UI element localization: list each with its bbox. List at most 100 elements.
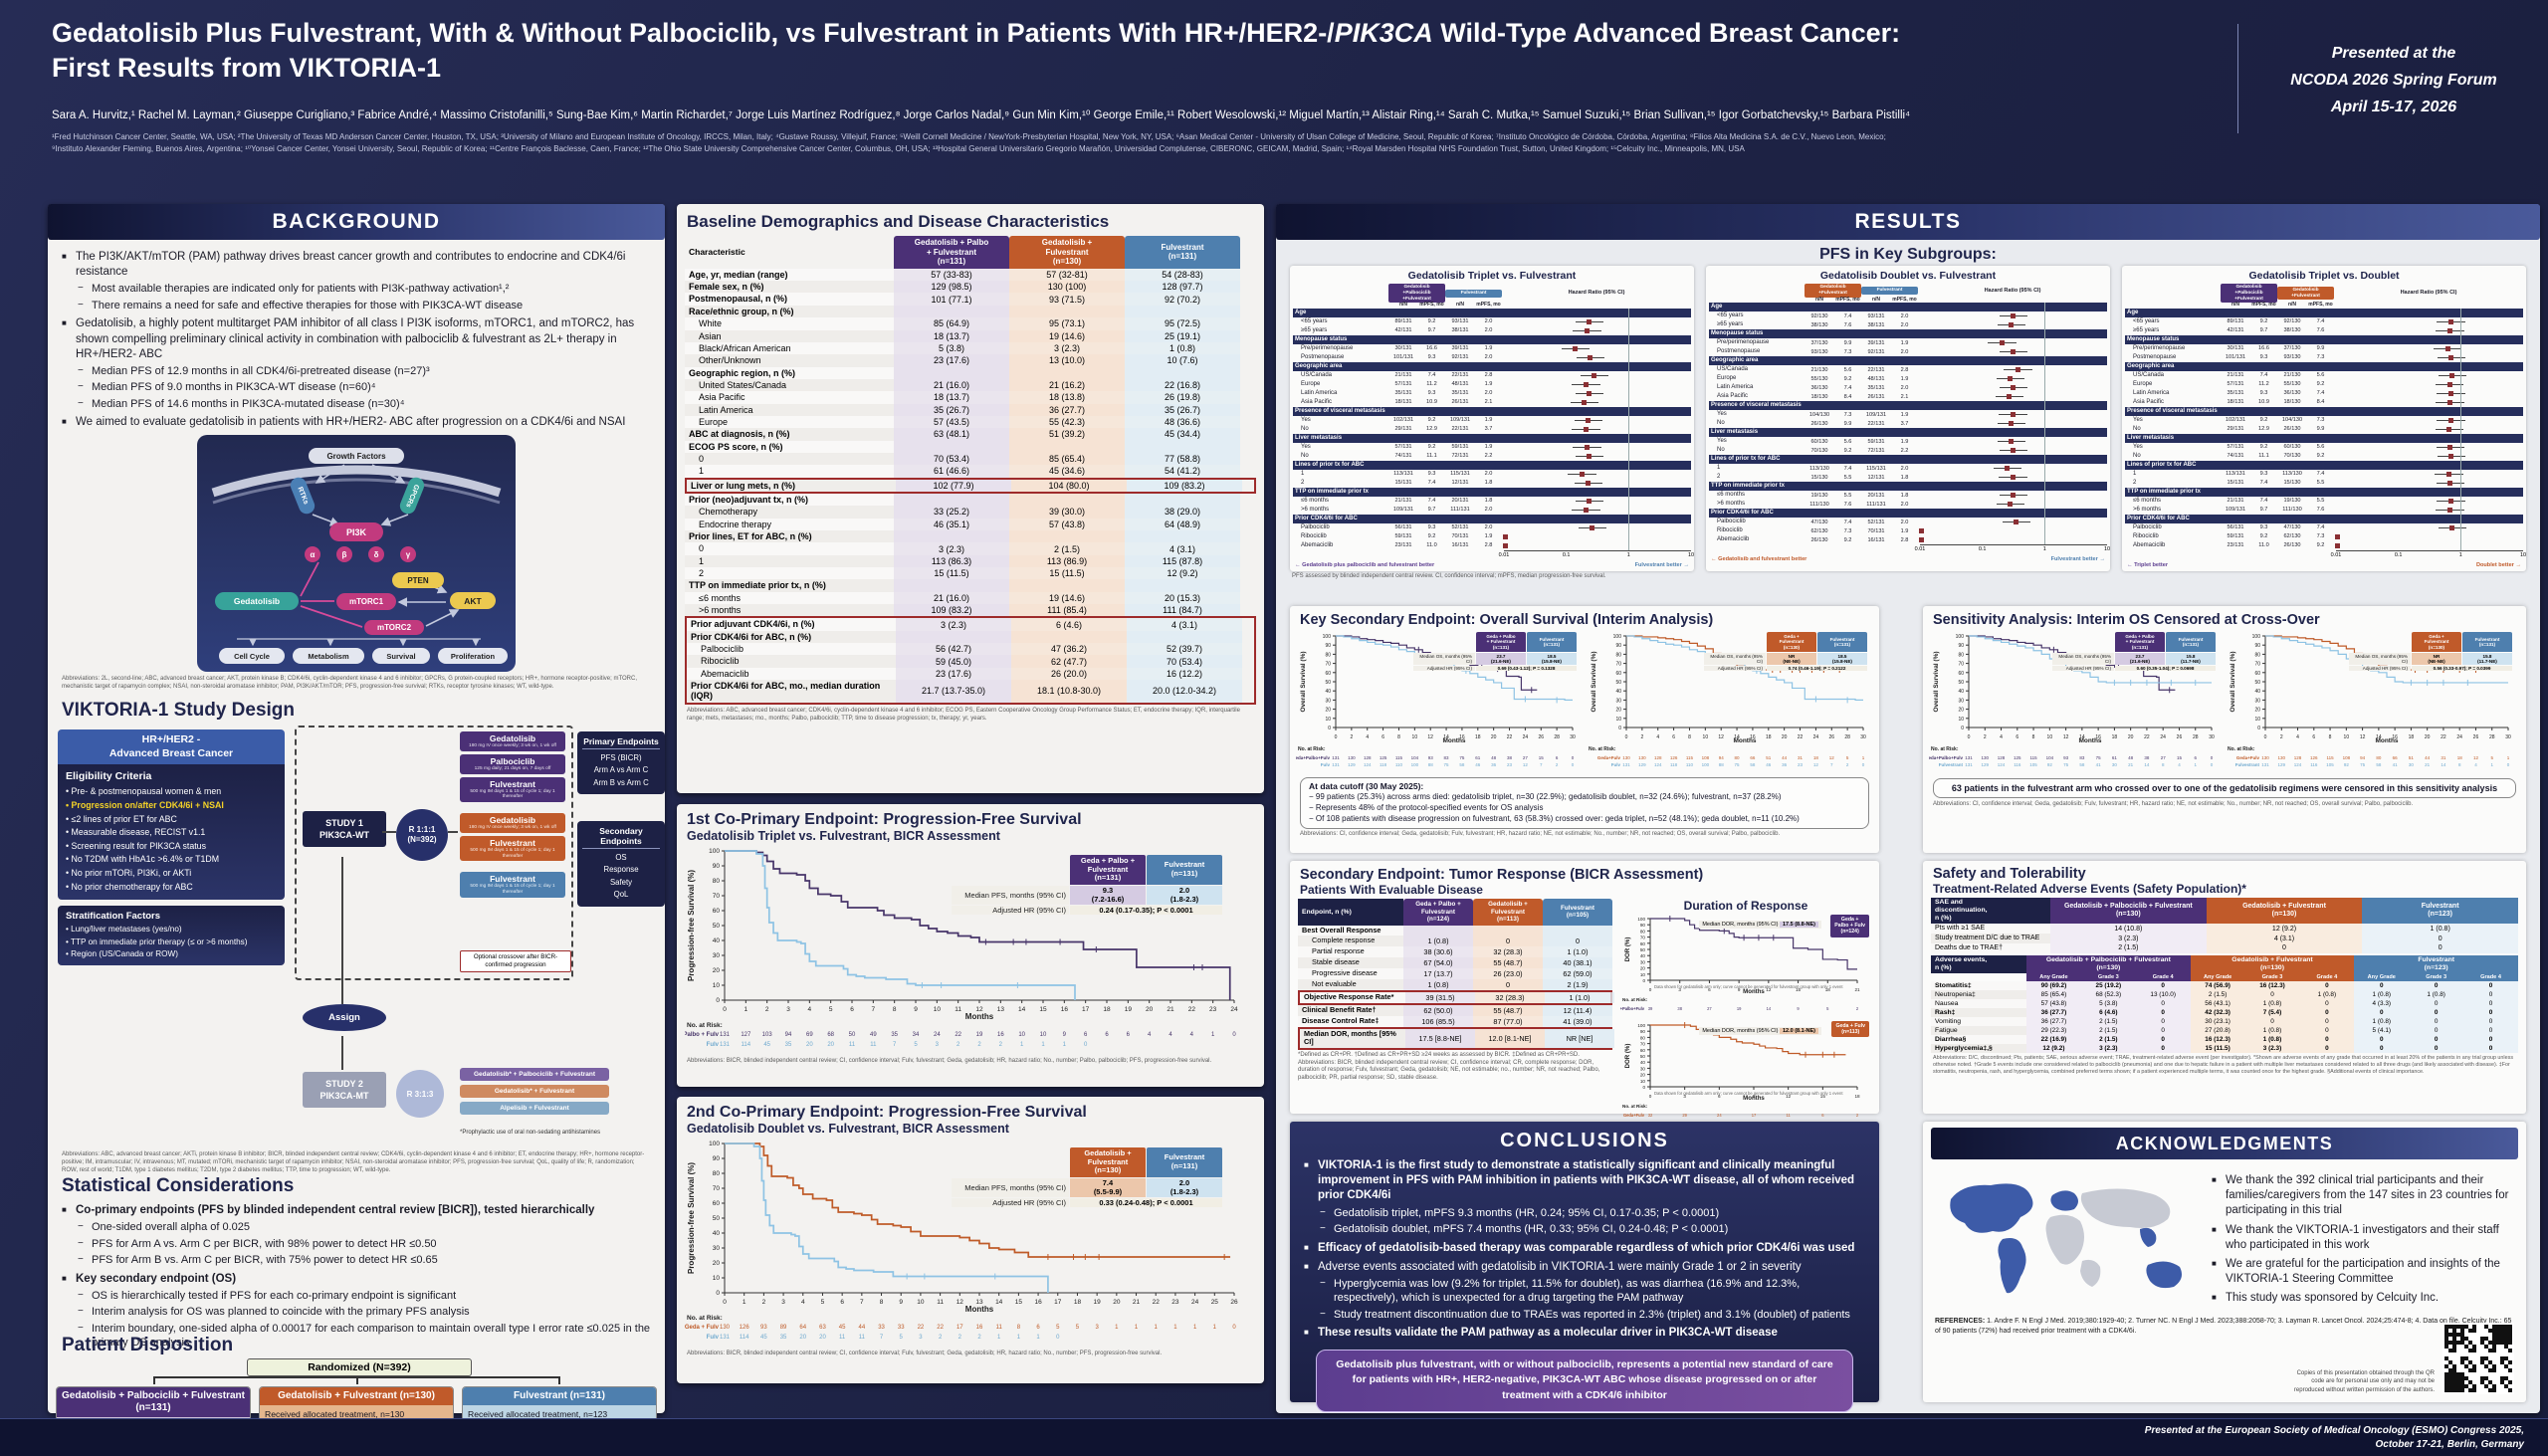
forest-row-label: Latin America	[2133, 390, 2170, 397]
qr-module	[2508, 1325, 2512, 1329]
row-label: ECOG PS score, n (%)	[685, 440, 894, 453]
svg-text:60: 60	[2254, 671, 2260, 677]
forest-row-label: Abemaciclib	[1301, 542, 1334, 549]
table-row: Complete response 1 (0.8) 0 0	[1298, 936, 1612, 947]
svg-text:115: 115	[2326, 755, 2334, 760]
svg-text:33: 33	[878, 1325, 885, 1331]
svg-text:80: 80	[1325, 652, 1331, 658]
eligibility-item: • No prior chemotherapy for ABC	[66, 881, 193, 892]
forest-marker	[2445, 472, 2451, 477]
forest-row: ≥65 years 38/130 7.6 38/131 2.0	[1709, 320, 2107, 329]
svg-text:0: 0	[1572, 755, 1575, 760]
qr-module	[2468, 1341, 2472, 1345]
forest-plot-cell	[1502, 417, 1691, 425]
forest-cell: 7.6	[2316, 327, 2325, 334]
qr-module	[2452, 1364, 2456, 1368]
cell-value: 63 (48.1)	[894, 428, 1009, 441]
forest-cell: 7.6	[1843, 321, 1852, 328]
forest-row-label: 1	[1717, 465, 1721, 472]
column-header: Fulvestrant (n=131)	[1125, 236, 1240, 269]
svg-text:18: 18	[1103, 1006, 1111, 1013]
forest-cell: 47/130	[1810, 519, 1828, 525]
forest-marker	[2008, 322, 2014, 328]
forest-row: Menopause status	[1293, 335, 1691, 344]
baseline-abbreviations: Abbreviations: ABC, advanced breast canc…	[687, 707, 1240, 722]
svg-text:100: 100	[1637, 917, 1645, 922]
ae-value: 68 (52.3)	[2080, 989, 2136, 999]
forest-cell: 1.9	[1900, 438, 1909, 445]
stratification-item: • Region (US/Canada or ROW)	[66, 948, 178, 958]
forest-row: Menopause status	[1709, 329, 2107, 339]
inset-hr-label: Adjusted HR (95% CI)	[952, 1198, 1069, 1208]
forest-cell: 7.3	[1843, 348, 1852, 355]
forest-row: Menopause status	[2125, 335, 2523, 344]
inset-hr-label: Adjusted HR (95% CI)	[1413, 666, 1475, 672]
forest-plot-cell	[2334, 399, 2523, 407]
forest-row-label: Yes	[2133, 417, 2143, 424]
row-label: Ribociclib	[687, 655, 896, 668]
forest-cell: 55/130	[1810, 375, 1828, 382]
svg-text:0: 0	[1084, 1042, 1088, 1048]
forest-cell: 1.9	[1484, 533, 1493, 540]
svg-text:50: 50	[713, 1215, 721, 1222]
qr-module	[2492, 1388, 2496, 1392]
row-label: Endocrine therapy	[685, 518, 894, 530]
qr-module	[2472, 1368, 2476, 1372]
qr-module	[2468, 1360, 2472, 1364]
inset-spacer	[1704, 632, 1766, 652]
table-row: Prior lines, ET for ABC, n (%)	[685, 530, 1256, 543]
forest-plot-cell	[1918, 519, 2107, 526]
svg-text:40: 40	[1640, 953, 1646, 958]
bullet-marker: ■	[2212, 1224, 2217, 1234]
bullet-item: − Median PFS of 9.0 months in PIK3CA-WT d…	[78, 380, 651, 395]
forest-marker	[1584, 445, 1590, 450]
forest-row: <65 years 92/130 7.4 93/131 2.0	[1709, 312, 2107, 320]
svg-text:10: 10	[917, 1299, 925, 1306]
forest-plot-cell	[1502, 444, 1691, 452]
eligibility-item: • Measurable disease, RECIST v1.1	[66, 827, 206, 838]
dor-median: Median DOR, months (95% CI) 17.5 (8.8-NE…	[1699, 921, 1821, 929]
svg-text:Fulv: Fulv	[1611, 762, 1621, 767]
bullet-marker: ■	[62, 252, 67, 261]
forest-cell: 113/130	[1809, 465, 1829, 472]
svg-text:50: 50	[1640, 947, 1646, 952]
pfs1-subtitle: Gedatolisib Triplet vs. Fulvestrant, BIC…	[687, 829, 1000, 843]
forest-plot-cell	[2334, 480, 2523, 488]
forest-cell: 60/130	[2283, 444, 2301, 451]
disposition-connector	[356, 1376, 358, 1384]
qr-module	[2504, 1329, 2508, 1333]
left-column: BACKGROUND ■ The PI3K/AKT/mTOR (PAM) path…	[48, 204, 665, 1456]
svg-text:24: 24	[1191, 1299, 1199, 1306]
qr-module	[2492, 1384, 2496, 1388]
forest-cell: 35/131	[1451, 390, 1469, 397]
arm-drug-name: Palbociclib	[490, 755, 535, 766]
bullet-marker: ■	[62, 1273, 67, 1283]
row-label: 0	[685, 542, 894, 555]
svg-text:10: 10	[1325, 717, 1331, 723]
forest-plot-cell	[2334, 453, 2523, 461]
forest-cell: 2.0	[1900, 321, 1909, 328]
pfs2-km-chart: 0 10 20 30 40 50 60 70 80 90 100 0 1 2 3 4 5 6 7 8 9 10 11 12 13…	[685, 1138, 1256, 1351]
ae-value: 0	[2409, 980, 2464, 990]
qr-module	[2472, 1364, 2476, 1368]
svg-text:1: 1	[1155, 1325, 1159, 1331]
forest-plot-cell	[1502, 533, 1691, 541]
svg-text:51: 51	[1766, 755, 1772, 760]
svg-text:94: 94	[2360, 755, 2366, 760]
secondary-endpoints-list: OS Response Safety QoL	[582, 852, 660, 902]
cell-value	[1009, 305, 1125, 318]
forest-cell: 72/131	[1867, 447, 1885, 454]
qr-module	[2496, 1341, 2500, 1345]
svg-text:8: 8	[2458, 762, 2461, 767]
svg-text:1: 1	[1115, 1325, 1119, 1331]
inset-arm2-header: Fulvestrant (n=131)	[1817, 632, 1867, 652]
forest-row: No 29/131 12.9 22/131 3.7	[1293, 425, 1691, 434]
qr-module	[2444, 1341, 2448, 1345]
row-label: Latin America	[685, 403, 894, 416]
bullet-item: ■ Adverse events associated with gedatoli…	[1304, 1260, 1865, 1275]
km-curve	[725, 850, 1231, 1000]
forest-row: No 74/131 11.1 70/130 9.2	[2125, 452, 2523, 461]
forest-cell: 70/131	[1451, 533, 1469, 540]
svg-text:1: 1	[1020, 1042, 1024, 1048]
